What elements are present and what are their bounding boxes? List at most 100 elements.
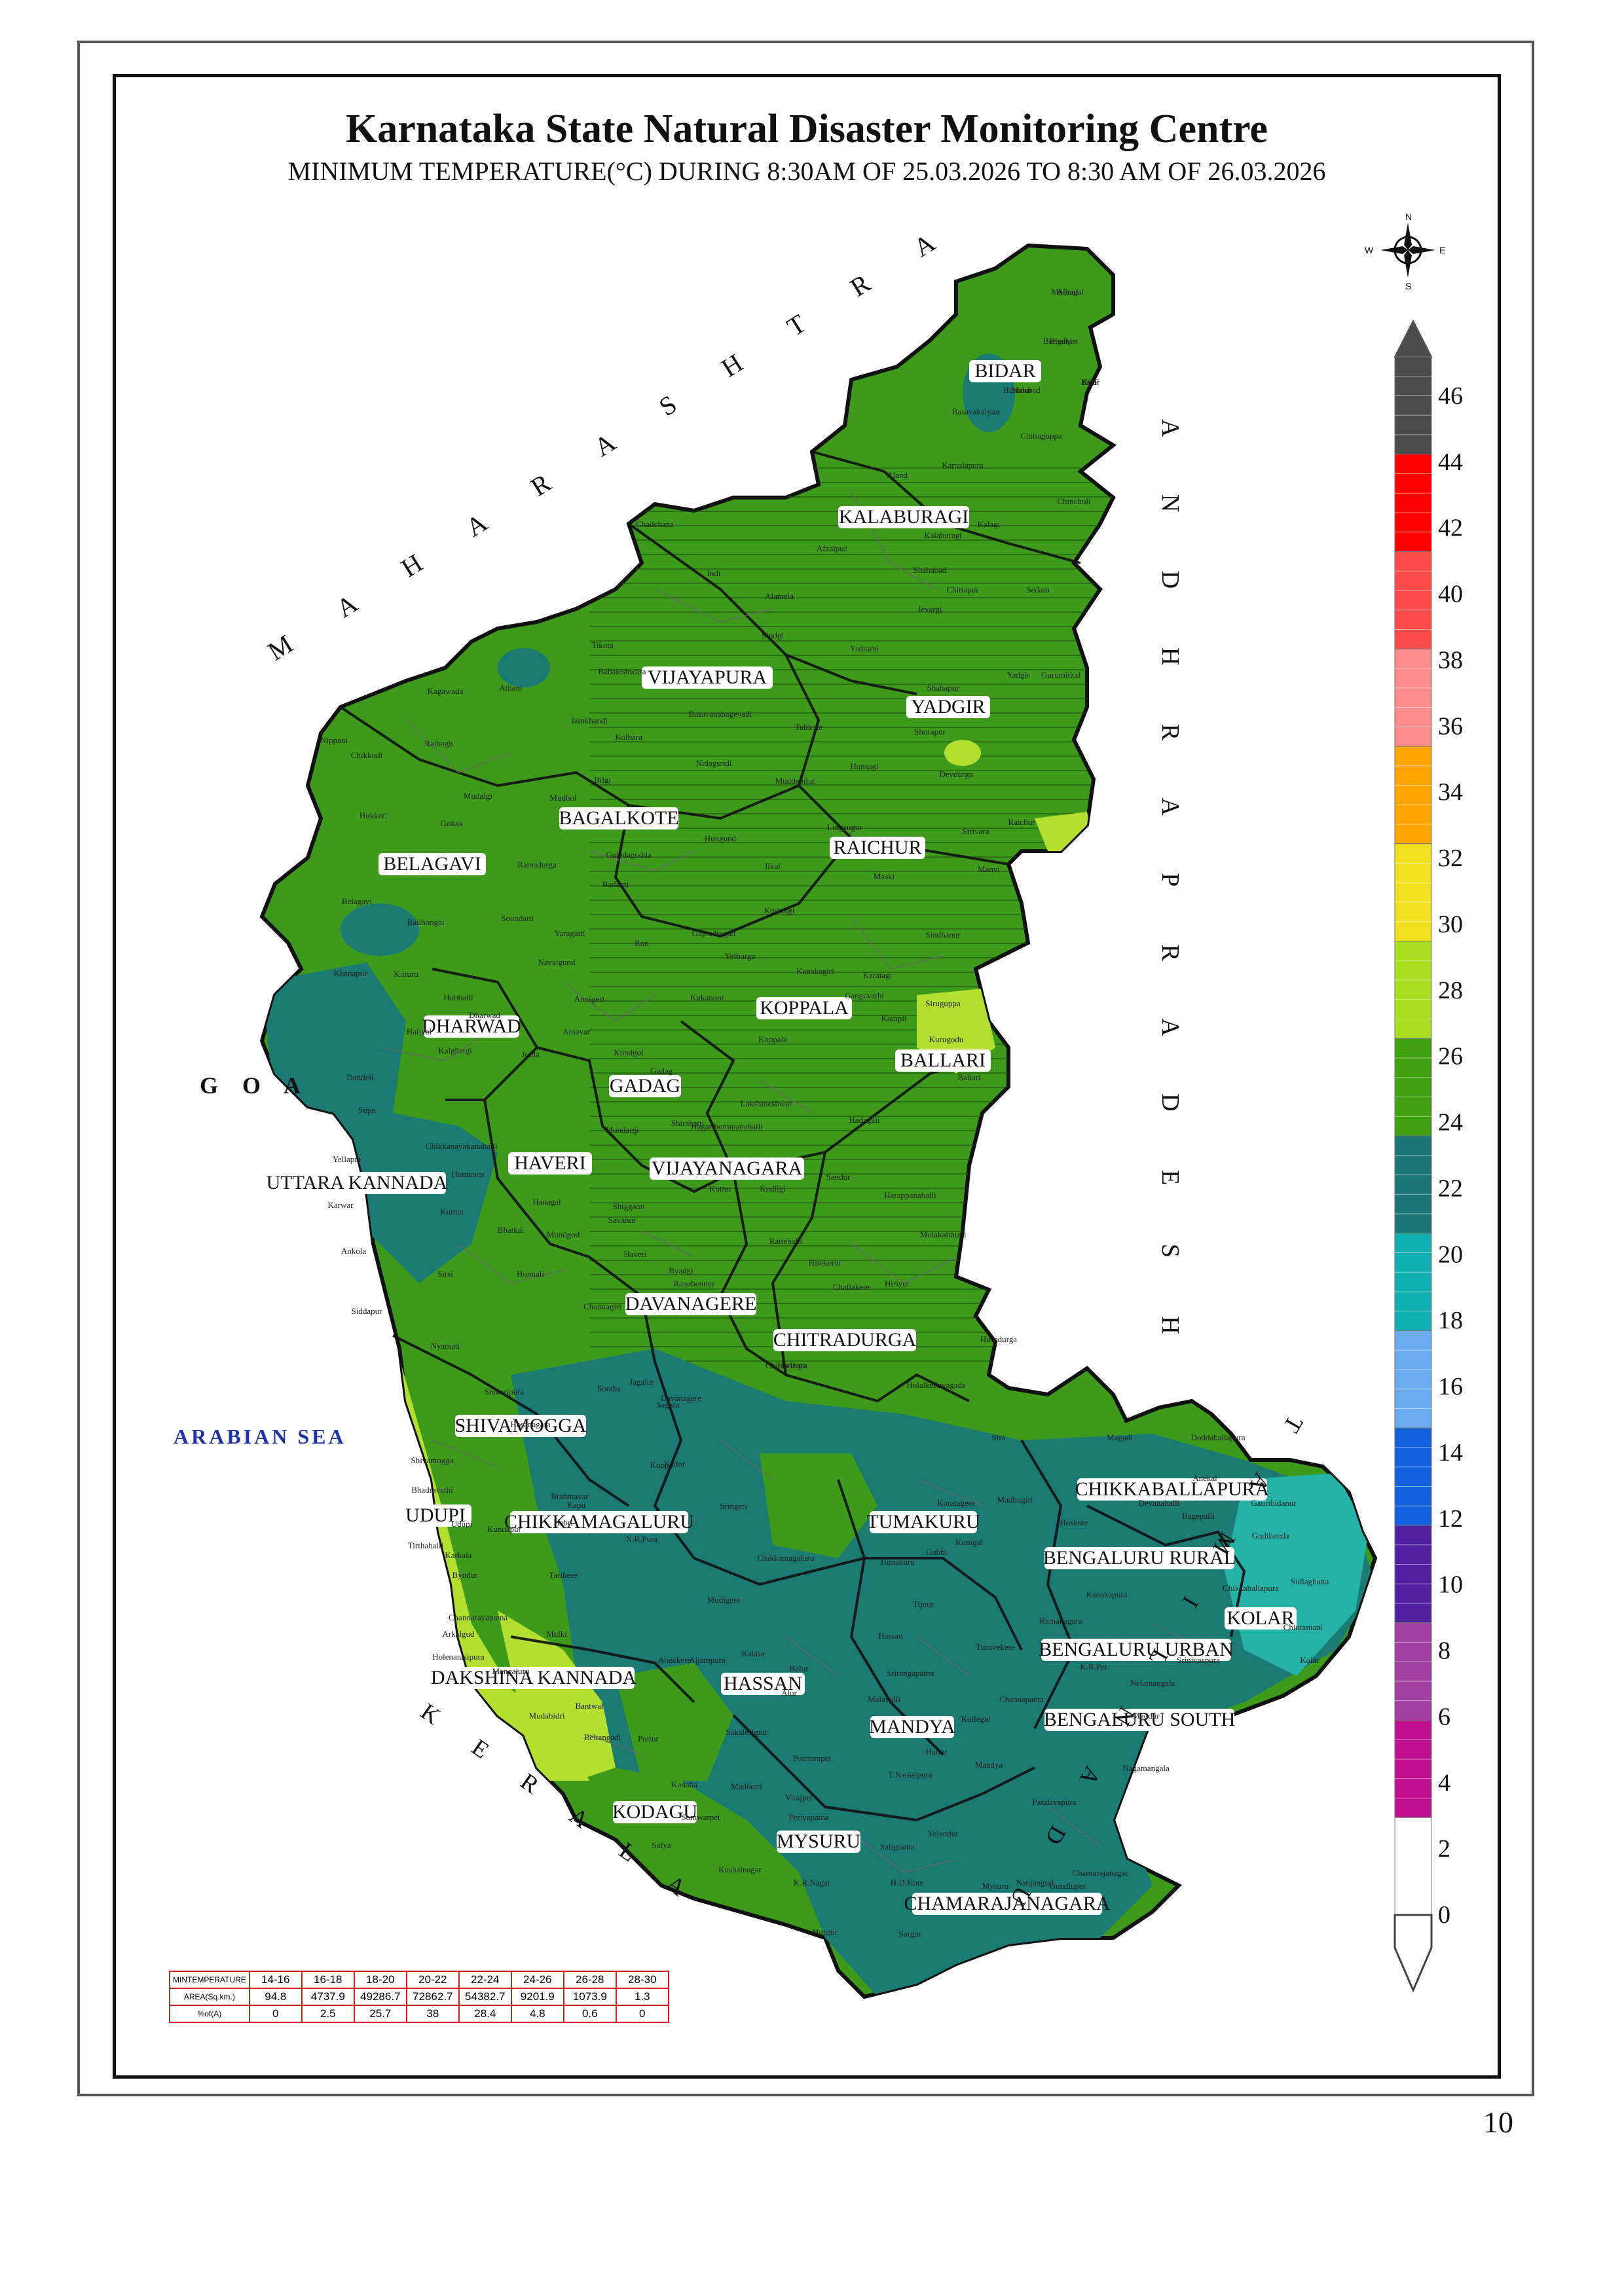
taluk-label: Joida bbox=[521, 1049, 540, 1059]
taluk-label: Gudibanda bbox=[1251, 1531, 1289, 1540]
taluk-label: Mandya bbox=[975, 1760, 1003, 1770]
taluk-label: Holenarasipura bbox=[432, 1652, 485, 1662]
taluk-label: Karkala bbox=[445, 1550, 471, 1560]
legend-band bbox=[1394, 1720, 1432, 1818]
district-label-box bbox=[613, 1801, 697, 1823]
taluk-label: Challakere bbox=[833, 1282, 870, 1292]
taluk-label: Saligrama bbox=[880, 1842, 915, 1851]
taluk-label: Devanahalli bbox=[1139, 1498, 1180, 1508]
district-label-box bbox=[625, 1293, 756, 1315]
taluk-label: Channapatna bbox=[999, 1694, 1044, 1704]
taluk-label: Alur bbox=[781, 1688, 798, 1698]
taluk-label: Raichur bbox=[1008, 817, 1035, 827]
taluk-label: Malur bbox=[1011, 385, 1032, 395]
district-label-text: SHIVAMOGGA bbox=[454, 1415, 586, 1436]
taluk-label: Navalgund bbox=[538, 957, 576, 967]
taluk-label: Badami bbox=[602, 879, 629, 889]
district-label-text: YADGIR bbox=[911, 696, 985, 718]
district-label-text: DAKSHINA KANNADA bbox=[431, 1667, 637, 1688]
legend-tick-label: 44 bbox=[1438, 448, 1463, 476]
taluk-label: Bantwal bbox=[575, 1701, 604, 1711]
taluk-label: Siddapur bbox=[352, 1306, 383, 1316]
taluk-label: Mudalgi bbox=[464, 791, 492, 801]
legend-tick-label: 32 bbox=[1438, 845, 1463, 872]
district-label-box bbox=[777, 1831, 860, 1853]
taluk-label: Soraba bbox=[597, 1383, 621, 1393]
legend-tick-label: 16 bbox=[1438, 1373, 1463, 1400]
table-cell: 14-16 bbox=[248, 1971, 303, 1989]
district-label-text: RAICHUR bbox=[833, 837, 921, 858]
taluk-label: Channagiri bbox=[583, 1302, 621, 1311]
legend-tick-label: 46 bbox=[1438, 382, 1463, 410]
table-cell: 0 bbox=[248, 2005, 303, 2023]
taluk-label: Tumakuru bbox=[879, 1557, 915, 1567]
table-cell: 16-18 bbox=[301, 1971, 355, 1989]
taluk-label: Channarayapatna bbox=[449, 1613, 507, 1622]
taluk-label: Gundlupet bbox=[1050, 1881, 1086, 1891]
taluk-label: Bailhongal bbox=[407, 917, 444, 927]
taluk-label: Mudhol bbox=[549, 793, 577, 803]
district-label: HASSAN bbox=[721, 1673, 805, 1695]
legend-band bbox=[1394, 1038, 1432, 1137]
district-labels: BIDAR KALABURAGI VIJAYAPURA YADGIR BAGALKOTE… bbox=[267, 360, 1297, 1915]
taluk-label: Manvi bbox=[978, 864, 1000, 874]
zone-20-22-kodagu bbox=[616, 1663, 733, 1781]
district-label: CHIKKAMAGALURU bbox=[504, 1511, 694, 1533]
taluk-label: Arasikere bbox=[658, 1655, 692, 1665]
taluk-label: Haveri bbox=[623, 1249, 647, 1259]
taluk-label: Bhatkal bbox=[498, 1225, 525, 1235]
taluk-label: Aurad bbox=[1057, 287, 1079, 297]
district-label: BENGALURU URBAN bbox=[1039, 1639, 1234, 1661]
taluk-label: Sagara bbox=[656, 1400, 680, 1410]
taluk-label: Chittaguppa bbox=[1020, 431, 1062, 441]
district-label: RAICHUR bbox=[830, 837, 925, 859]
taluk-label: Chitradurga bbox=[766, 1360, 806, 1370]
table-cell: 72862.7 bbox=[405, 1988, 460, 2006]
district-label-box bbox=[1044, 1709, 1234, 1731]
district-label: CHIKKABALLAPURA bbox=[1075, 1478, 1270, 1501]
taluk-label: Bilgi bbox=[594, 775, 611, 785]
zone-18-belagavi bbox=[341, 903, 419, 956]
taluk-label: Yadgir bbox=[1007, 670, 1030, 680]
taluk-label: Chikkaballapura bbox=[1223, 1583, 1279, 1593]
area-statistics-table: MINTEMPERATURE 14-16 16-18 18-20 20-22 22-24 2… bbox=[169, 1971, 669, 2023]
taluk-label: Somwarpet bbox=[681, 1812, 720, 1822]
taluk-label: K.R.Pet bbox=[1080, 1662, 1107, 1671]
taluk-label: Sakaleshpur bbox=[726, 1727, 767, 1737]
taluk-label: Karwar bbox=[328, 1200, 354, 1210]
taluk-label: Chadchana bbox=[636, 519, 674, 529]
legend-tick-label: 24 bbox=[1438, 1109, 1463, 1137]
taluk-label: Ilkal bbox=[765, 861, 781, 871]
taluk-label: Kalasa bbox=[741, 1649, 765, 1658]
compass-w: W bbox=[1365, 245, 1374, 255]
taluk-label: Lakshmeshwar bbox=[741, 1099, 792, 1108]
taluk-label: Bangarpet bbox=[1043, 336, 1079, 346]
district-label-box bbox=[870, 1716, 954, 1738]
taluk-boundaries bbox=[379, 490, 1219, 1874]
district-label: CHAMARAJANAGARA bbox=[904, 1893, 1111, 1915]
taluk-label: Koppa bbox=[650, 1460, 673, 1470]
district-label: VIJAYAPURA bbox=[642, 666, 773, 689]
district-label-text: KOPPALA bbox=[760, 997, 849, 1019]
district-label: DAKSHINA KANNADA bbox=[431, 1667, 637, 1689]
district-label: KOLAR bbox=[1225, 1607, 1297, 1630]
taluk-label: Dandeli bbox=[346, 1072, 374, 1082]
taluk-label: Honnavar bbox=[451, 1169, 485, 1179]
table-cell: 1073.9 bbox=[563, 1988, 617, 2006]
taluk-label: Kagawada bbox=[428, 686, 464, 696]
taluk-label: Indi bbox=[707, 568, 721, 578]
boundary-14 bbox=[510, 1635, 695, 1704]
taluk-line-2 bbox=[379, 916, 944, 1114]
taluk-labels: Aurad Bhalki Humnabad Bidar Basavakalyan Chit… bbox=[320, 287, 1329, 1939]
page-title: Karnataka State Natural Disaster Monitor… bbox=[345, 107, 1268, 151]
district-label-box bbox=[838, 506, 969, 528]
table-cell: 26-28 bbox=[563, 1971, 617, 1989]
taluk-label: Kalghatgi bbox=[438, 1046, 472, 1055]
taluk-label: H.D.Kote bbox=[891, 1878, 924, 1887]
table-cell: 9201.9 bbox=[510, 1988, 564, 2006]
district-label: BELAGAVI bbox=[378, 853, 486, 875]
legend-tick-label: 40 bbox=[1438, 581, 1463, 608]
district-label-box bbox=[870, 1511, 977, 1533]
district-label-text: KALABURAGI bbox=[839, 506, 969, 528]
zone-20-22-interior bbox=[760, 1453, 877, 1558]
